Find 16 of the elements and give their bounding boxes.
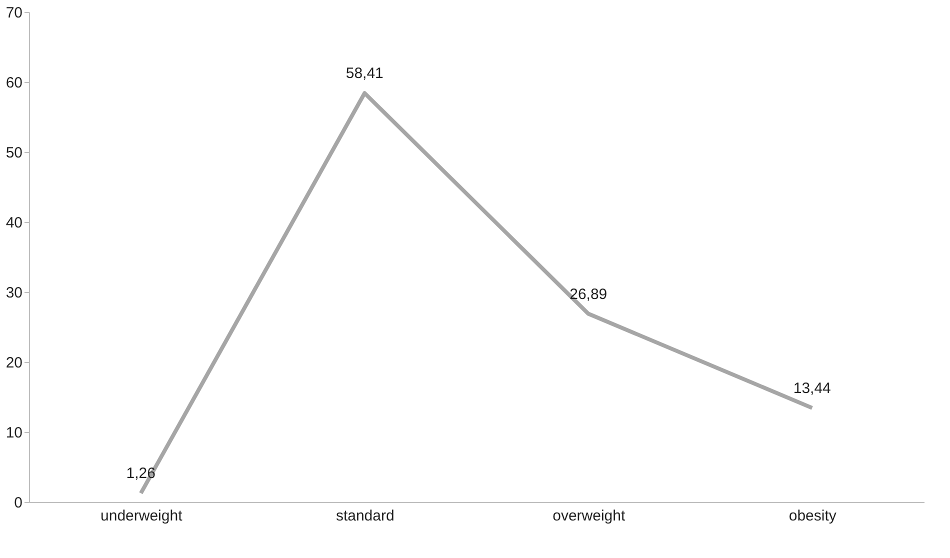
x-tick-label: obesity	[788, 508, 837, 524]
data-label: 26,89	[570, 286, 608, 303]
data-label: 1,26	[126, 465, 156, 482]
data-label: 58,41	[346, 65, 384, 82]
y-tick-label: 0	[14, 494, 22, 512]
y-tick-label: 10	[6, 424, 22, 442]
x-tick-label: underweight	[100, 508, 184, 524]
y-tick-label: 70	[6, 4, 22, 22]
y-tick-label: 60	[6, 74, 22, 92]
x-tick-label: overweight	[552, 508, 626, 524]
y-tick-label: 50	[6, 144, 22, 162]
y-tick-label: 20	[6, 354, 22, 372]
data-label: 13,44	[793, 380, 831, 397]
y-tick-label: 40	[6, 214, 22, 232]
x-tick-label: standard	[336, 508, 394, 524]
y-tick-label: 30	[6, 284, 22, 302]
